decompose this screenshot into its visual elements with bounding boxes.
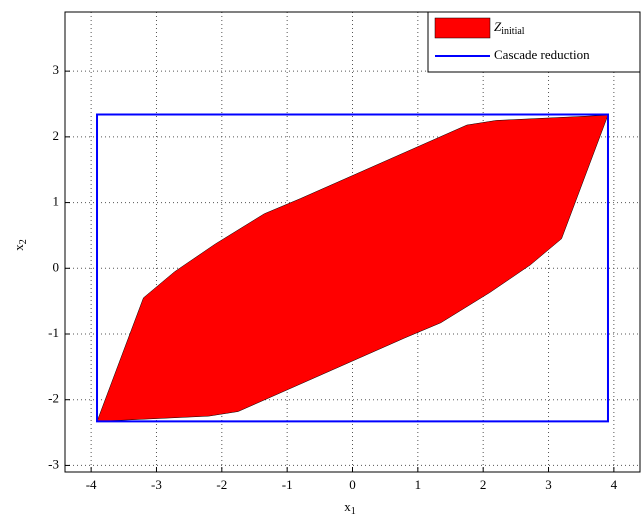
y-tick-label: 0 bbox=[53, 259, 60, 274]
axes-box bbox=[64, 11, 641, 473]
y-tick-label: -1 bbox=[48, 325, 59, 340]
y-tick-label: 2 bbox=[53, 128, 60, 143]
x-tick-label: 0 bbox=[349, 477, 356, 492]
x-tick-label: -4 bbox=[86, 477, 97, 492]
y-axis-label-base: x bbox=[11, 244, 26, 251]
y-axis-label-sub: 2 bbox=[18, 239, 29, 244]
y-tick-label: -2 bbox=[48, 391, 59, 406]
bounding-box bbox=[96, 113, 609, 423]
x-axis-label-sub: 1 bbox=[351, 506, 356, 517]
x-tick-label: -2 bbox=[216, 477, 227, 492]
legend-label: Zinitial bbox=[494, 19, 525, 37]
y-tick-label: 1 bbox=[53, 194, 60, 209]
legend-swatch bbox=[434, 17, 491, 39]
y-tick-label: 3 bbox=[53, 62, 60, 77]
legend-label-base: Z bbox=[494, 19, 502, 34]
legend-label: Cascade reduction bbox=[494, 47, 590, 62]
legend-label-sub: initial bbox=[501, 26, 525, 37]
x-tick-label: -3 bbox=[151, 477, 162, 492]
x-axis-label-base: x bbox=[344, 499, 351, 514]
x-tick-label: 1 bbox=[415, 477, 422, 492]
x-axis-label: x1 bbox=[344, 499, 356, 517]
y-axis-label: x2 bbox=[11, 239, 29, 251]
x-tick-label: 3 bbox=[545, 477, 552, 492]
y-tick-label: -3 bbox=[48, 456, 59, 471]
x-tick-label: 4 bbox=[611, 477, 618, 492]
x-tick-label: 2 bbox=[480, 477, 487, 492]
legend-label-base: Cascade reduction bbox=[494, 47, 590, 62]
x-tick-label: -1 bbox=[282, 477, 293, 492]
